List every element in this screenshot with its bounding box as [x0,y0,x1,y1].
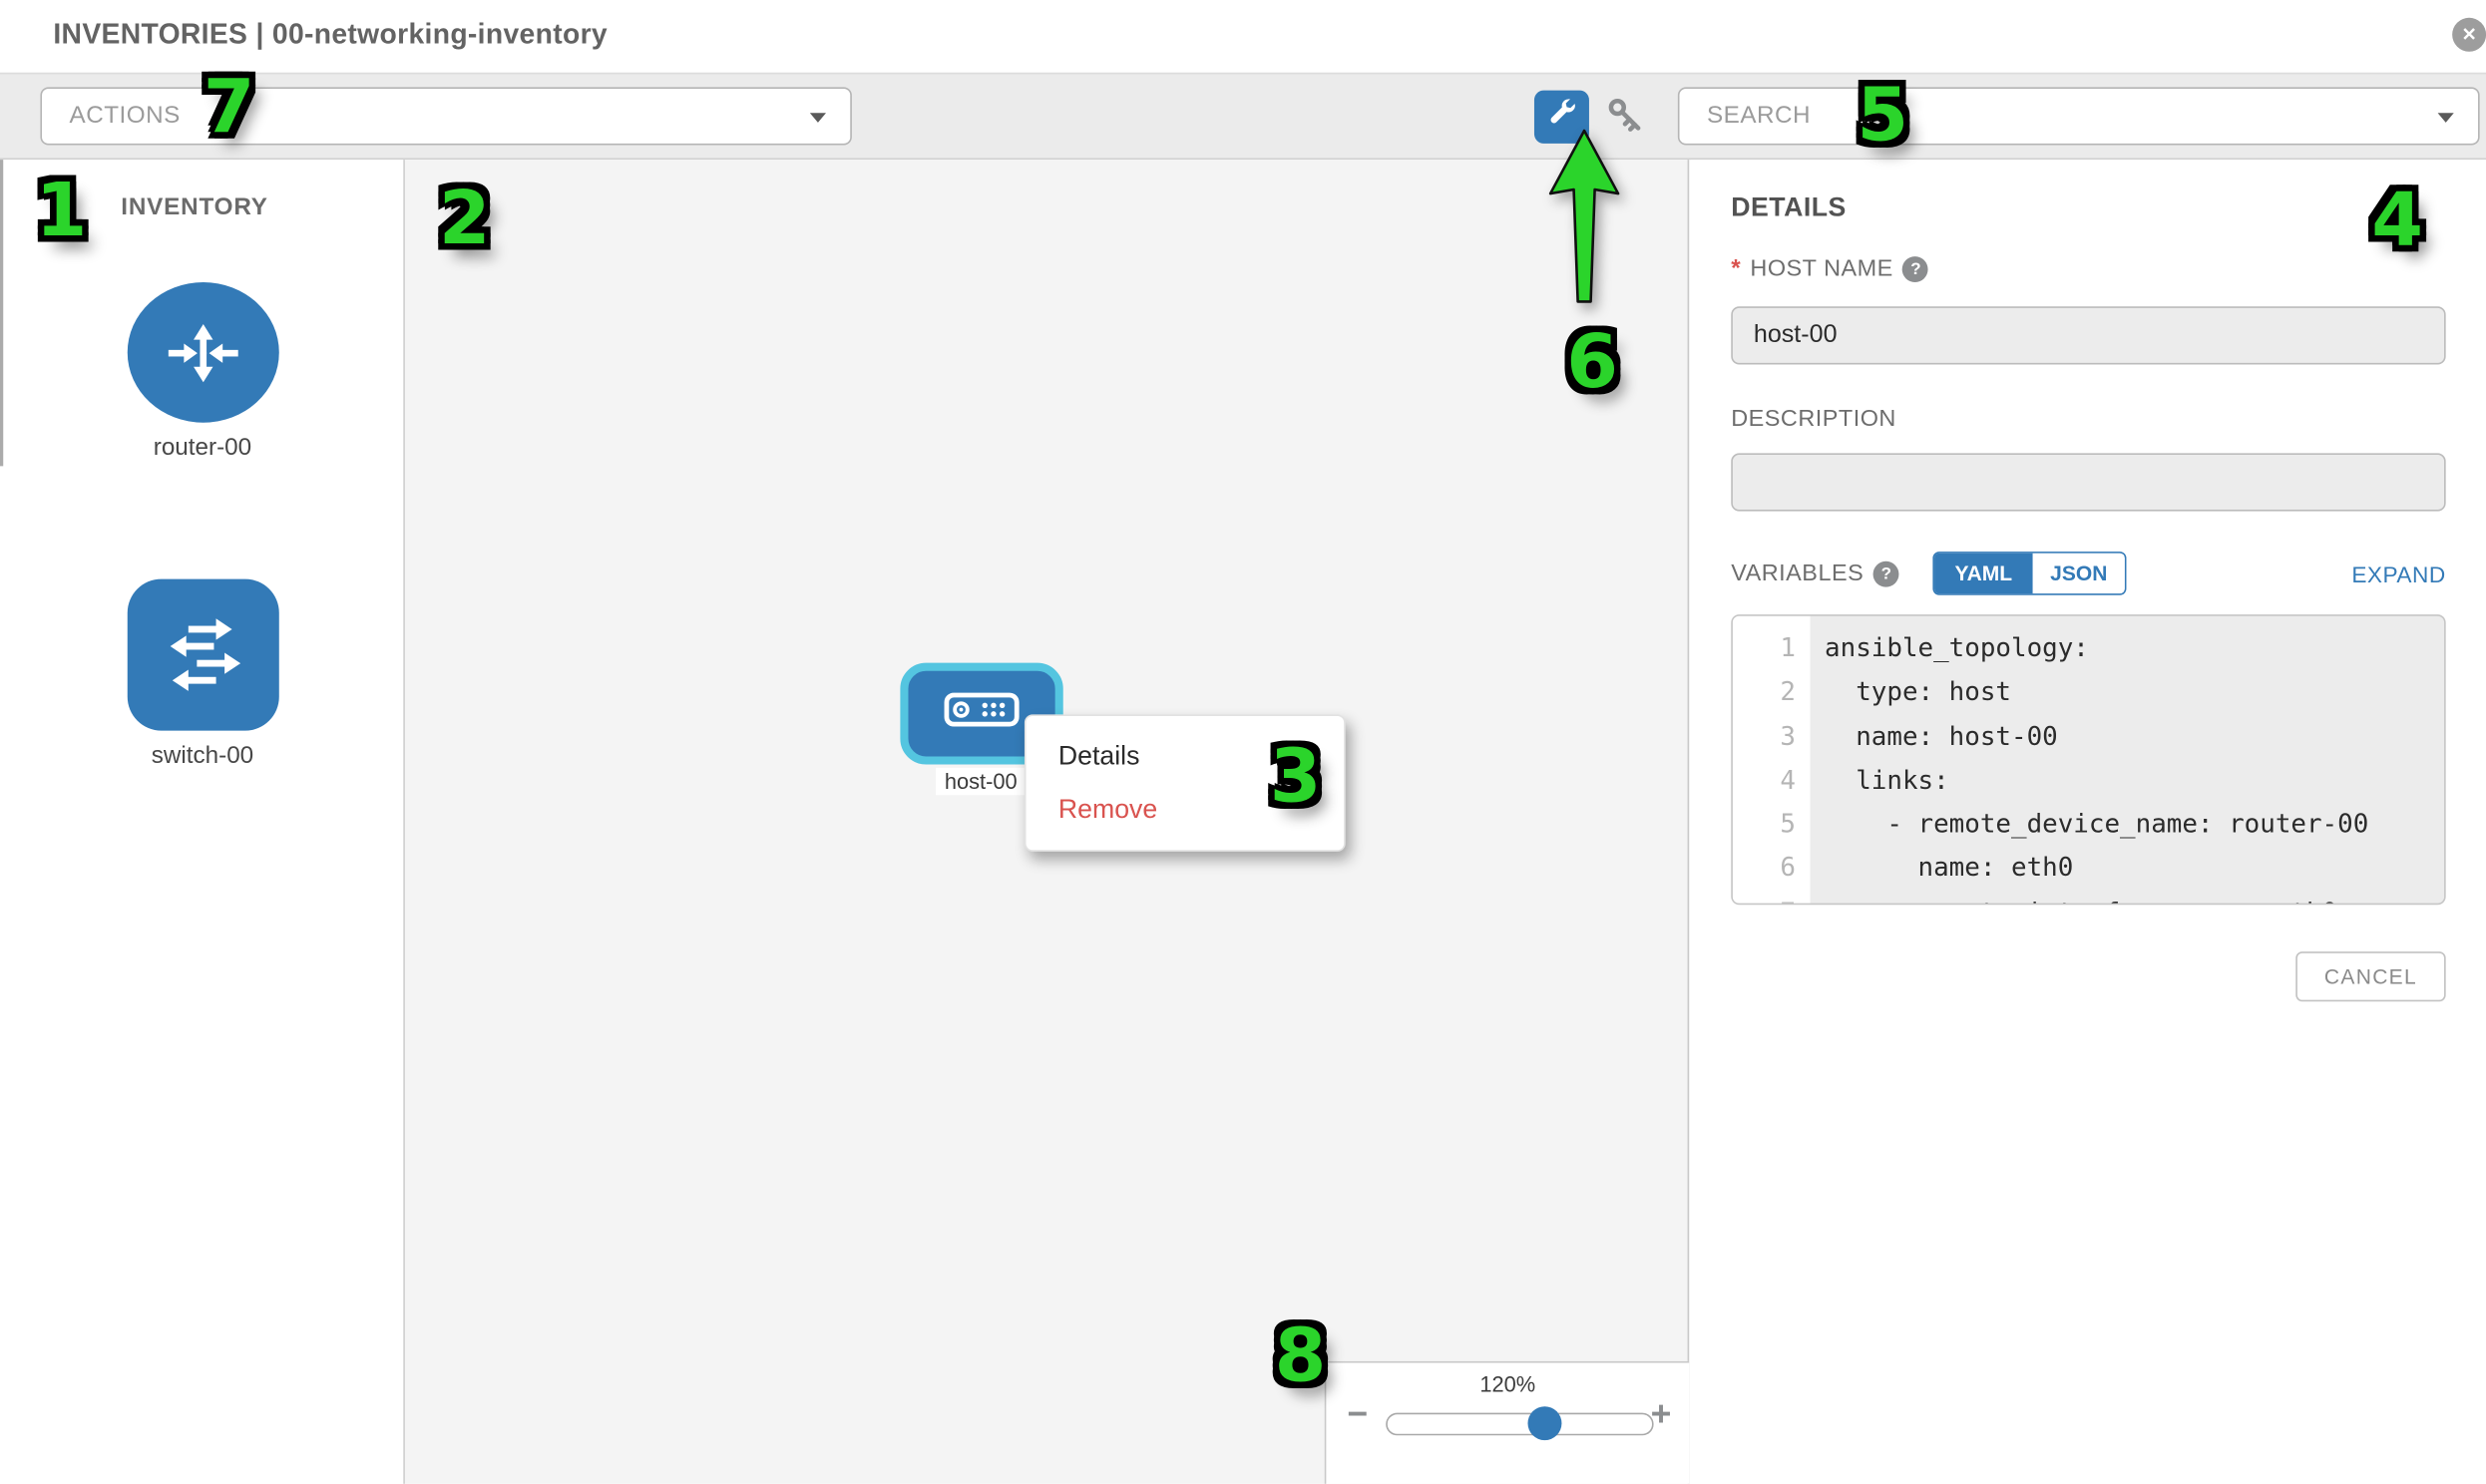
line-number: 2 [1780,676,1796,707]
context-menu-item-remove[interactable]: Remove [1057,795,1158,825]
router-icon [126,282,278,423]
actions-dropdown[interactable]: ACTIONS [40,86,852,145]
host-node-label: host-00 [925,767,1037,797]
annotation-3: 3 [1269,732,1322,820]
main-area: INVENTORY [0,160,2486,1484]
zoom-slider-handle[interactable] [1527,1406,1562,1441]
help-icon[interactable]: ? [1902,255,1929,282]
code-line: remote_interface_name: eth0 [1810,890,2444,904]
scroll-indicator[interactable] [0,160,4,467]
toolbar: ACTIONS SEARCH [0,71,2486,161]
code-line: ansible_topology: [1825,631,2089,663]
variables-label-row: VARIABLES ? [1731,560,1899,587]
search-dropdown[interactable]: SEARCH [1677,86,2480,145]
switch-icon [126,578,278,731]
line-number: 3 [1780,720,1796,751]
description-label: DESCRIPTION [1731,406,1896,433]
zoom-out-button[interactable]: − [1347,1393,1369,1434]
annotation-arrow-icon [1545,126,1626,321]
chevron-down-icon [809,112,827,123]
cancel-button[interactable]: CANCEL [2295,951,2446,1002]
editor-code-area[interactable]: ansible_topology: type: host name: host-… [1810,616,2444,904]
details-panel-title: DETAILS [1731,193,1847,223]
palette-item-label: switch-00 [151,741,254,770]
yaml-toggle-button[interactable]: YAML [1934,553,2033,594]
line-number: 5 [1780,808,1796,840]
host-name-label: HOST NAME [1750,255,1893,282]
annotation-7: 7 [203,63,255,151]
line-number: 6 [1780,852,1796,884]
inventory-palette: INVENTORY [0,160,405,1484]
header: INVENTORIES | 00-networking-inventory ✕ [0,0,2486,72]
code-line: name: host-00 [1825,720,2058,751]
page-title: INVENTORIES | 00-networking-inventory [53,17,608,51]
close-icon: ✕ [2461,25,2477,46]
code-line: - remote_device_name: router-00 [1825,808,2369,840]
chevron-down-icon [2437,112,2454,123]
zoom-in-button[interactable]: + [1650,1393,1672,1434]
required-marker: * [1731,254,1741,283]
key-button[interactable] [1603,93,1648,138]
zoom-slider-track[interactable] [1386,1406,1654,1441]
context-menu: Details Remove [1024,714,1346,852]
annotation-8: 8 [1274,1310,1327,1399]
variables-format-toggle: YAML JSON [1932,552,2127,595]
line-number: 7 [1733,890,1811,904]
annotation-6: 6 [1566,317,1619,405]
help-icon[interactable]: ? [1872,560,1899,587]
palette-item-router[interactable]: router-00 [0,282,405,462]
host-icon [944,692,1020,736]
close-button[interactable]: ✕ [2452,17,2486,52]
annotation-4: 4 [2371,176,2424,263]
code-line: name: eth0 [1825,852,2074,884]
code-line: type: host [1825,676,2011,707]
code-line: links: [1825,764,1949,796]
topology-canvas[interactable]: host-00 Details Remove 120% − + [404,160,1690,1484]
annotation-2: 2 [438,174,491,261]
details-panel: DETAILS * HOST NAME ? host-00 DESCRIPTIO… [1690,160,2486,1484]
zoom-level: 120% [1479,1372,1536,1397]
search-dropdown-placeholder: SEARCH [1706,101,1812,130]
line-number: 1 [1780,631,1796,663]
annotation-5: 5 [1857,71,1909,159]
description-input[interactable] [1731,453,2446,512]
json-toggle-button[interactable]: JSON [2032,553,2125,594]
palette-item-switch[interactable]: switch-00 [0,578,405,770]
zoom-control-panel: 120% − + [1324,1360,1690,1484]
description-label-row: DESCRIPTION [1731,407,1896,433]
key-icon [1603,98,1648,144]
editor-line-number-gutter: 1 2 3 4 5 6 7 [1732,615,1811,904]
host-name-input[interactable]: host-00 [1731,306,2446,365]
palette-item-label: router-00 [153,434,252,462]
host-name-label-row: * HOST NAME ? [1731,254,1929,283]
annotation-1: 1 [35,166,88,253]
variables-editor[interactable]: 1 2 3 4 5 6 7 ansible_topology: type: ho… [1731,614,2446,906]
line-number: 4 [1780,764,1796,796]
expand-link[interactable]: EXPAND [2351,560,2446,587]
wrench-icon [1546,97,1577,136]
toolbar-wrench-button[interactable] [1533,89,1589,144]
actions-dropdown-placeholder: ACTIONS [69,101,181,130]
variables-label: VARIABLES [1731,560,1864,587]
palette-title: INVENTORY [121,193,268,221]
context-menu-item-details[interactable]: Details [1057,741,1140,772]
